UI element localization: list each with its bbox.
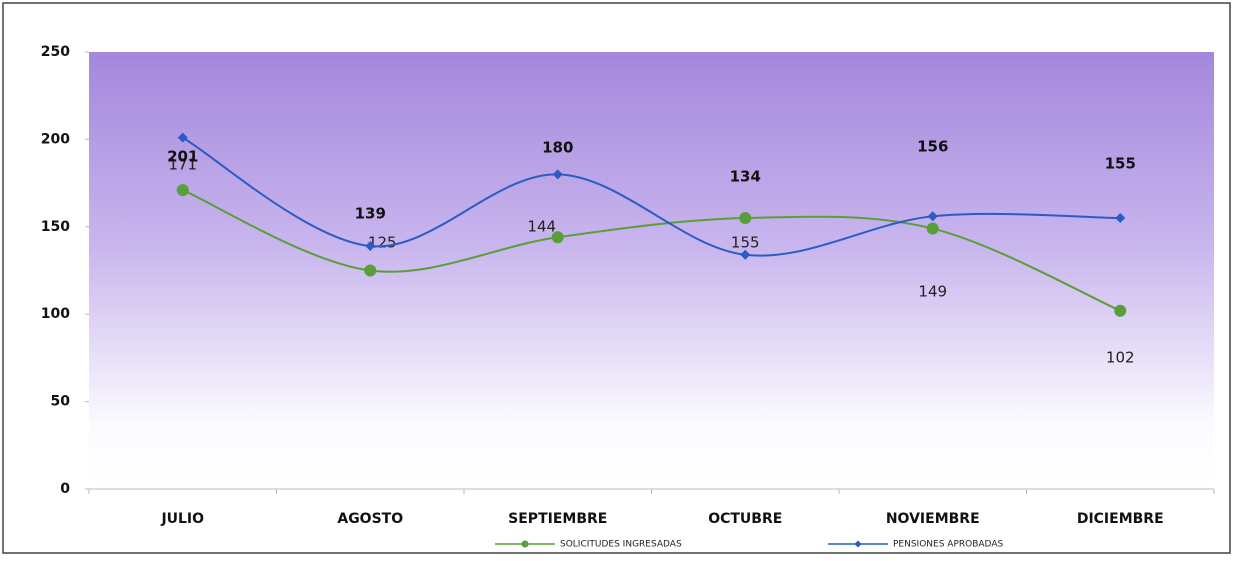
point [176, 184, 189, 197]
data-label: 171 [168, 156, 197, 174]
point [927, 211, 938, 222]
y-tick-label: 250 [41, 44, 70, 60]
data-label: 155 [731, 234, 760, 252]
legend-label: PENSIONES APROBADAS [893, 540, 1003, 550]
data-label: 156 [917, 138, 948, 156]
data-label: 144 [527, 218, 556, 236]
point [740, 249, 751, 260]
data-label: 102 [1106, 349, 1135, 367]
y-tick-label: 50 [51, 394, 71, 410]
plot-area [89, 52, 1214, 489]
x-tick-label: SEPTIEMBRE [508, 511, 607, 527]
y-tick-label: 0 [60, 481, 70, 497]
point [364, 264, 377, 277]
point [739, 212, 752, 225]
point [926, 222, 939, 235]
point [177, 132, 188, 143]
x-tick-label: AGOSTO [337, 511, 403, 527]
data-label: 134 [730, 168, 761, 186]
data-label: 201 [167, 148, 198, 166]
x-tick-label: DICIEMBRE [1077, 511, 1164, 527]
series-line [182, 189, 1121, 312]
x-tick-label: NOVIEMBRE [886, 511, 980, 527]
point [551, 231, 564, 244]
point [552, 169, 563, 180]
data-label: 180 [542, 139, 573, 157]
x-tick-label: JULIO [160, 511, 204, 527]
y-tick-label: 200 [41, 131, 70, 147]
legend-marker [854, 540, 862, 548]
point [1114, 304, 1127, 317]
legend-marker [521, 540, 529, 548]
point [1115, 213, 1126, 224]
y-tick-label: 150 [41, 219, 70, 235]
point [365, 241, 376, 252]
y-tick-label: 100 [41, 306, 70, 322]
legend-label: SOLICITUDES INGRESADAS [560, 540, 682, 550]
data-label: 139 [355, 205, 386, 223]
data-label: 155 [1105, 155, 1136, 173]
series-line [182, 136, 1121, 257]
data-label: 149 [918, 283, 947, 301]
x-tick-label: OCTUBRE [708, 511, 782, 527]
